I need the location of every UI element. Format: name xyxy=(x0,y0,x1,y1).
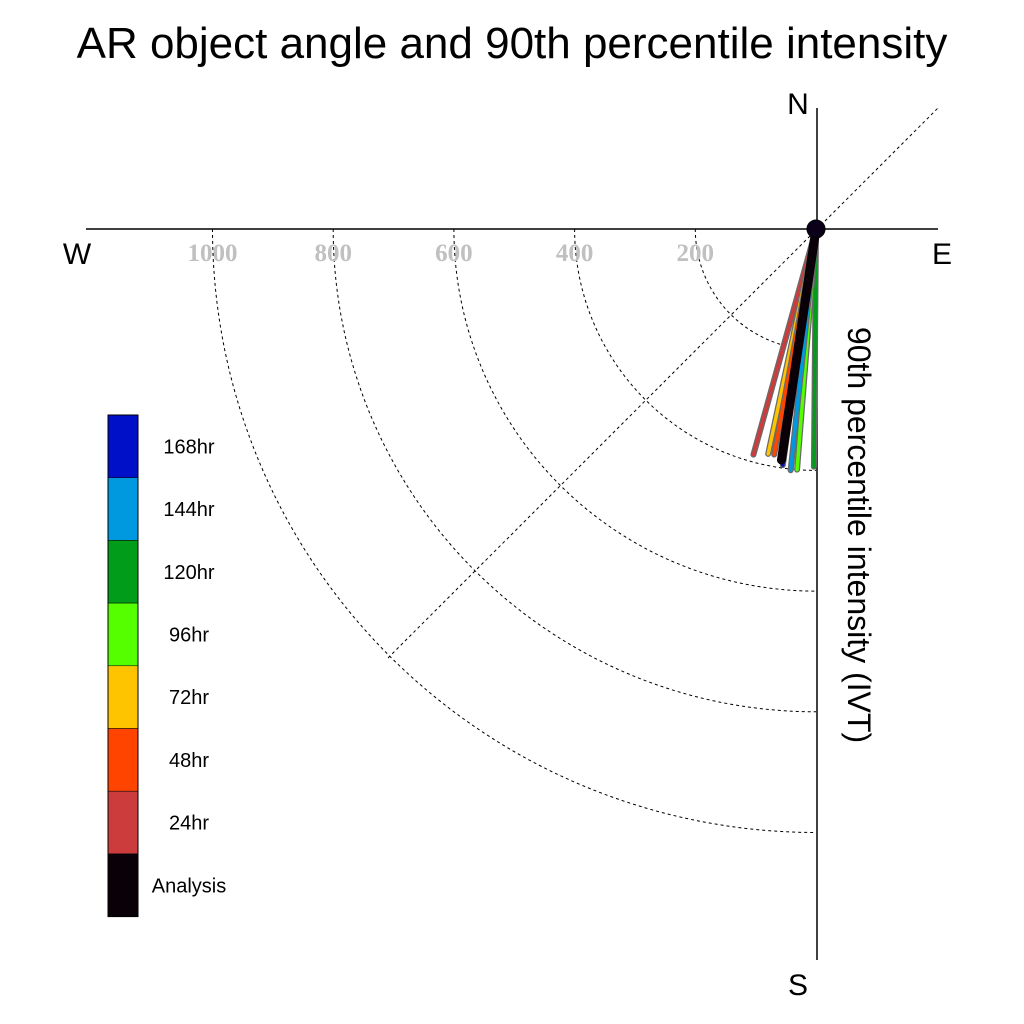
legend-label: 168hr xyxy=(163,436,214,458)
legend-swatch xyxy=(107,728,139,792)
legend-label: 96hr xyxy=(169,624,209,646)
legend-label: 48hr xyxy=(169,750,209,772)
legend-swatch xyxy=(107,540,139,604)
polar-grid xyxy=(212,228,817,833)
grid-ring xyxy=(332,228,817,713)
legend-swatch xyxy=(107,414,139,478)
legend-frame xyxy=(107,414,139,918)
radial-tick-label: 400 xyxy=(556,240,594,267)
radial-tick-label: 600 xyxy=(435,240,473,267)
radial-axis-label: 90th percentile intensity (IVT) xyxy=(841,327,877,743)
grid-ring xyxy=(212,228,817,833)
legend-label: 24hr xyxy=(169,813,209,835)
legend-swatch xyxy=(107,477,139,541)
vector-analysis xyxy=(776,224,821,465)
legend-label: Analysis xyxy=(152,875,226,897)
grid-ring xyxy=(574,228,817,471)
radial-tick-labels: 1000 800 600 400 200 xyxy=(188,240,715,267)
grid-ring xyxy=(453,228,817,592)
radial-tick-label: 800 xyxy=(314,240,352,267)
northeast-diagonal xyxy=(387,107,939,659)
legend-swatch xyxy=(107,602,139,667)
legend-label: 72hr xyxy=(169,687,209,709)
chart-title: AR object angle and 90th percentile inte… xyxy=(77,19,948,68)
legend-swatch xyxy=(107,853,139,917)
east-label: E xyxy=(932,238,952,271)
intensity-vectors xyxy=(750,224,821,474)
radial-tick-label: 200 xyxy=(677,240,715,267)
north-label: N xyxy=(787,88,809,121)
south-label: S xyxy=(788,969,808,1002)
legend-label: 120hr xyxy=(163,562,214,584)
legend-swatch xyxy=(107,665,139,729)
legend-label: 144hr xyxy=(163,499,214,521)
legend: 168hr 144hr 120hr 96hr 72hr 48hr 24hr Analysis xyxy=(107,414,226,918)
origin-marker xyxy=(806,219,826,239)
radial-tick-label: 1000 xyxy=(188,240,238,267)
legend-swatch xyxy=(107,790,139,855)
west-label: W xyxy=(63,238,92,271)
